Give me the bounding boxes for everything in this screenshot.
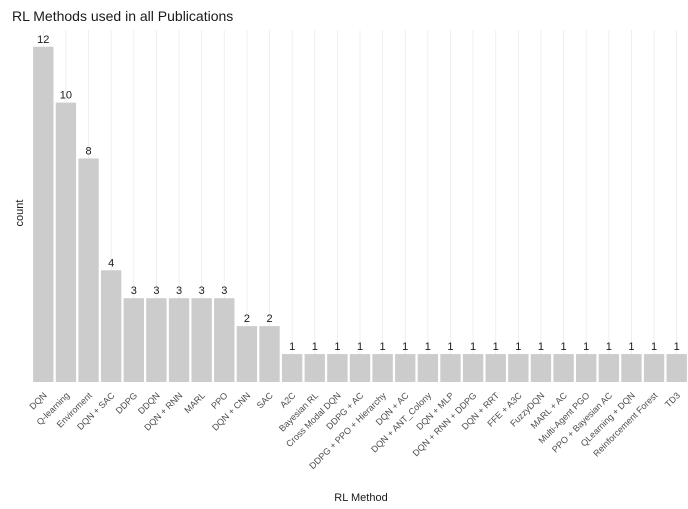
bar bbox=[553, 354, 574, 382]
bar bbox=[146, 298, 167, 382]
bar bbox=[304, 354, 325, 382]
x-tick-label: A2C bbox=[278, 390, 298, 410]
x-tick-label: SAC bbox=[255, 390, 276, 411]
bar bbox=[349, 354, 371, 382]
data-label: 1 bbox=[493, 341, 499, 353]
bar bbox=[485, 354, 506, 382]
x-tick-label: TD3 bbox=[663, 390, 682, 409]
bar bbox=[100, 270, 122, 382]
data-label: 1 bbox=[380, 341, 386, 353]
bar bbox=[191, 298, 212, 382]
bar bbox=[643, 354, 665, 382]
x-tick-label: DDPG bbox=[114, 390, 139, 415]
data-label: 3 bbox=[176, 285, 182, 297]
bar bbox=[598, 354, 620, 382]
bar bbox=[259, 326, 280, 382]
data-label: 2 bbox=[244, 313, 250, 325]
x-tick-label: MARL bbox=[182, 390, 207, 415]
data-label: 3 bbox=[131, 285, 137, 297]
data-label: 10 bbox=[60, 90, 72, 102]
data-label: 12 bbox=[37, 34, 49, 46]
y-axis-title: count bbox=[14, 200, 26, 227]
data-label: 1 bbox=[628, 341, 634, 353]
bar bbox=[666, 354, 687, 382]
bar bbox=[530, 354, 552, 382]
bar bbox=[123, 298, 144, 382]
bar bbox=[576, 354, 597, 382]
data-label: 3 bbox=[199, 285, 205, 297]
data-label: 1 bbox=[334, 341, 340, 353]
data-label: 8 bbox=[85, 146, 91, 158]
bar bbox=[372, 354, 393, 382]
bar bbox=[236, 326, 258, 382]
bar bbox=[168, 298, 190, 382]
data-label: 1 bbox=[447, 341, 453, 353]
data-label: 3 bbox=[221, 285, 227, 297]
bar bbox=[281, 354, 303, 382]
data-label: 1 bbox=[515, 341, 521, 353]
data-label: 1 bbox=[402, 341, 408, 353]
bar bbox=[55, 102, 77, 382]
bar bbox=[395, 354, 416, 382]
data-labels: 12 10 8 4 3 3 3 3 3 2 2 1 1 1 1 1 1 1 1 1 1 1 1 1 1 1 1 1 1 bbox=[37, 34, 680, 353]
bar bbox=[621, 354, 642, 382]
bar bbox=[440, 354, 461, 382]
bar bbox=[327, 354, 348, 382]
grid-lines bbox=[42, 30, 678, 382]
data-label: 1 bbox=[651, 341, 657, 353]
chart-title: RL Methods used in all Publications bbox=[12, 8, 233, 24]
data-label: 1 bbox=[289, 341, 295, 353]
data-label: 1 bbox=[674, 341, 680, 353]
x-axis-title: RL Method bbox=[334, 492, 387, 504]
bar bbox=[462, 354, 484, 382]
bar bbox=[508, 354, 529, 382]
data-label: 1 bbox=[606, 341, 612, 353]
data-label: 4 bbox=[108, 257, 114, 269]
data-label: 1 bbox=[561, 341, 567, 353]
data-label: 1 bbox=[470, 341, 476, 353]
data-label: 1 bbox=[538, 341, 544, 353]
data-label: 1 bbox=[583, 341, 589, 353]
bar bbox=[33, 46, 54, 383]
data-label: 1 bbox=[357, 341, 363, 353]
bar bbox=[78, 158, 99, 382]
data-label: 1 bbox=[312, 341, 318, 353]
data-label: 1 bbox=[425, 341, 431, 353]
bar bbox=[214, 298, 235, 382]
data-label: 3 bbox=[153, 285, 159, 297]
data-label: 2 bbox=[266, 313, 272, 325]
bars bbox=[33, 46, 687, 383]
bar bbox=[417, 354, 439, 382]
